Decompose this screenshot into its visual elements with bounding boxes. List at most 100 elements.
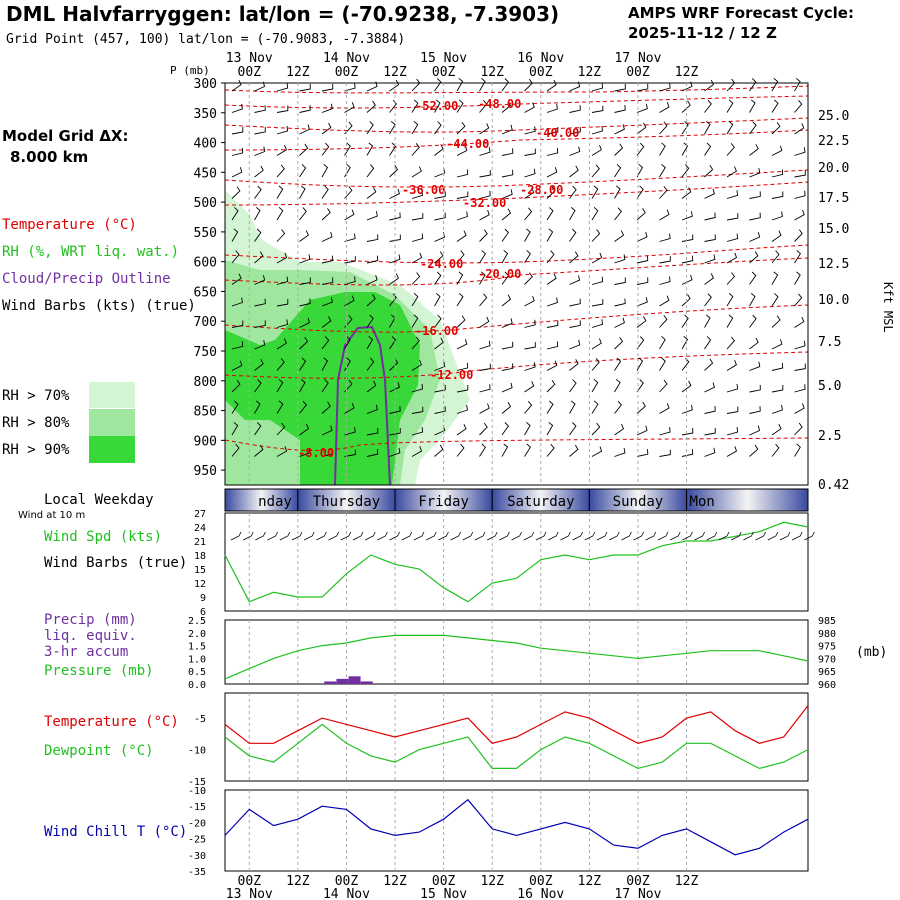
- wind-barb: [771, 385, 784, 393]
- temp-contour-5: [224, 181, 809, 206]
- date-label-top: 15 Nov: [420, 51, 467, 66]
- wind-barb: [771, 191, 784, 199]
- wind-tick: 27: [194, 509, 206, 520]
- wind-barb: [771, 121, 781, 135]
- wind-barb: [299, 277, 311, 285]
- wind-barb: [434, 444, 444, 457]
- wind-barb: [366, 274, 378, 285]
- wind-barb: [479, 271, 486, 285]
- wind-barb: [636, 379, 644, 393]
- wind-barb: [389, 234, 401, 242]
- surface-wind-barb: [731, 531, 742, 541]
- wind-barb: [614, 143, 624, 156]
- wind-barb: [411, 78, 421, 92]
- pressure-tick: 950: [194, 464, 217, 479]
- wind-tick: 15: [194, 565, 206, 576]
- wind-barb: [569, 146, 581, 156]
- surface-wind-barb: [621, 531, 632, 541]
- wind-barb: [366, 187, 377, 199]
- time-tick-bottom: 00Z: [432, 874, 456, 889]
- temp-contour-9: [224, 351, 809, 379]
- surface-wind-barb: [267, 531, 278, 541]
- wind-barb: [321, 231, 333, 242]
- wind-barb: [344, 335, 351, 350]
- wind-barb: [321, 83, 334, 92]
- wind-barb: [231, 127, 244, 135]
- wind-barb: [704, 234, 716, 242]
- wind-barb: [659, 102, 670, 113]
- wind-barb: [456, 362, 469, 371]
- wind-barb: [681, 187, 692, 199]
- pressure-tick-right: 975: [818, 642, 836, 653]
- surface-wind-barb: [511, 531, 522, 541]
- wind-barb: [681, 404, 693, 414]
- wind-barb: [524, 78, 533, 92]
- wind-barb: [276, 125, 289, 135]
- wind-barb: [726, 359, 737, 371]
- temp-contour-label: -12.00: [430, 368, 473, 382]
- wind-barb: [614, 400, 622, 414]
- wind-barb: [794, 271, 801, 285]
- wind-barb: [524, 272, 533, 285]
- wind-barb: [501, 382, 513, 393]
- wind-barb: [524, 228, 531, 242]
- time-tick-top: 12Z: [675, 65, 699, 80]
- precip-tick: 0.0: [188, 680, 206, 691]
- wind-barb: [681, 449, 694, 457]
- surface-wind-barb: [255, 531, 266, 541]
- wind-barb: [411, 166, 422, 178]
- wind-barb: [659, 233, 671, 242]
- wind-barb: [546, 80, 557, 92]
- wind-barb: [794, 340, 806, 350]
- wind-barb: [254, 275, 266, 285]
- wind-barb: [726, 406, 739, 414]
- wind-barb: [501, 169, 514, 178]
- wind-barb: [276, 400, 284, 414]
- wind-barb: [344, 315, 353, 328]
- wind-barb: [479, 209, 490, 221]
- wind-barb: [434, 314, 442, 328]
- wind-barb: [704, 447, 716, 457]
- surface-wind-barb: [413, 531, 425, 541]
- wind-barb: [456, 339, 468, 350]
- wind-barb: [456, 250, 465, 264]
- wind-barb: [299, 400, 307, 414]
- wind-speed-line: [224, 521, 809, 603]
- wind-barb: [794, 190, 806, 199]
- wind-barb: [299, 298, 311, 307]
- wind-barb: [794, 422, 803, 436]
- surface-wind-barb: [609, 531, 620, 541]
- wind-barb: [726, 99, 734, 113]
- wind-barb: [434, 292, 441, 307]
- wind-barb: [231, 186, 241, 199]
- surface-wind-barb: [682, 531, 693, 541]
- wind-barb: [771, 77, 779, 92]
- wind-barb: [366, 255, 379, 264]
- pressure-unit: (mb): [856, 645, 887, 660]
- wind-barb: [614, 104, 626, 113]
- wind-barb: [501, 249, 509, 264]
- wind-barb: [366, 294, 376, 307]
- wind-barb: [704, 120, 711, 135]
- wind-barb: [411, 446, 423, 457]
- surface-wind-barb: [426, 531, 437, 541]
- wind-barb: [636, 208, 646, 221]
- wind-barb: [749, 168, 761, 178]
- wind-barb: [704, 165, 714, 178]
- wind-barb: [344, 83, 356, 92]
- wind-barb: [524, 443, 531, 457]
- wind-barb: [434, 271, 442, 285]
- wind-barb: [591, 276, 604, 285]
- surface-wind-barb: [243, 531, 254, 541]
- wind-barb: [231, 228, 239, 242]
- wind-barb: [254, 320, 266, 328]
- time-tick-top: 12Z: [480, 65, 504, 80]
- pressure-tick-right: 965: [818, 667, 836, 678]
- wind-barb: [771, 293, 779, 307]
- wind-barb: [749, 271, 757, 285]
- wind-barb: [366, 142, 374, 156]
- wind-barb: [794, 384, 806, 393]
- wind-barb: [411, 190, 423, 199]
- date-label-bottom: 15 Nov: [420, 887, 467, 900]
- wind-barb: [659, 357, 666, 371]
